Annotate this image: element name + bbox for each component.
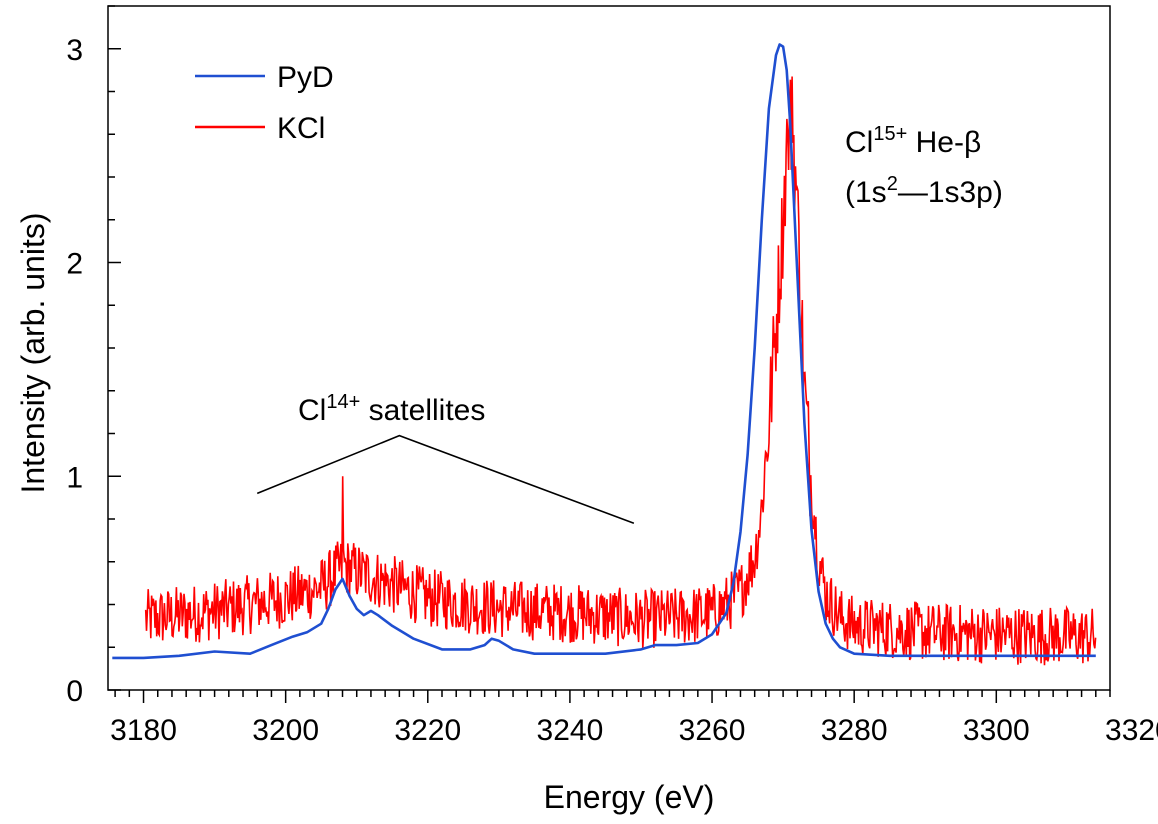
- legend-label-kcl: KCl: [277, 112, 325, 145]
- transition-superscript: 2: [887, 173, 898, 195]
- satellites-base: Cl: [298, 394, 326, 427]
- transition-open: (1s: [845, 176, 887, 209]
- x-tick-label: 3200: [252, 714, 319, 747]
- series-line-pyd: [112, 43, 1096, 660]
- x-tick-label: 3240: [537, 714, 604, 747]
- y-tick-label: 3: [66, 34, 83, 67]
- y-tick-label: 0: [66, 675, 83, 708]
- transition-rest: —1s3p): [898, 176, 1003, 209]
- y-axis-title: Intensity (arb. units): [15, 213, 51, 494]
- satellites-rest: satellites: [360, 394, 485, 427]
- he-beta-superscript: 15+: [873, 123, 907, 145]
- x-tick-label: 3220: [394, 714, 461, 747]
- satellites-superscript: 14+: [326, 391, 360, 413]
- series-line-kcl: [144, 76, 1097, 666]
- x-axis-title: Energy (eV): [544, 779, 715, 815]
- satellites-annotation: Cl14+ satellites: [298, 391, 485, 427]
- he-beta-rest: He-β: [907, 126, 981, 159]
- series-layer: [112, 43, 1097, 666]
- x-tick-label: 3300: [963, 714, 1030, 747]
- he-beta-base: Cl: [845, 126, 873, 159]
- annotation-layer: [256, 434, 635, 525]
- legend-label-pyd: PyD: [277, 61, 334, 94]
- he-beta-annotation-line2: (1s2—1s3p): [845, 173, 1003, 209]
- legend: PyD KCl: [195, 61, 334, 145]
- x-tick-label: 3260: [679, 714, 746, 747]
- y-axis-ticks: 0 1 2 3: [66, 5, 121, 708]
- y-tick-label: 1: [66, 461, 83, 494]
- y-tick-label: 2: [66, 248, 83, 281]
- x-tick-label: 3280: [821, 714, 888, 747]
- he-beta-annotation-line1: Cl15+ He-β: [845, 123, 981, 159]
- satellites-bracket: [256, 434, 635, 525]
- x-tick-label: 3180: [110, 714, 177, 747]
